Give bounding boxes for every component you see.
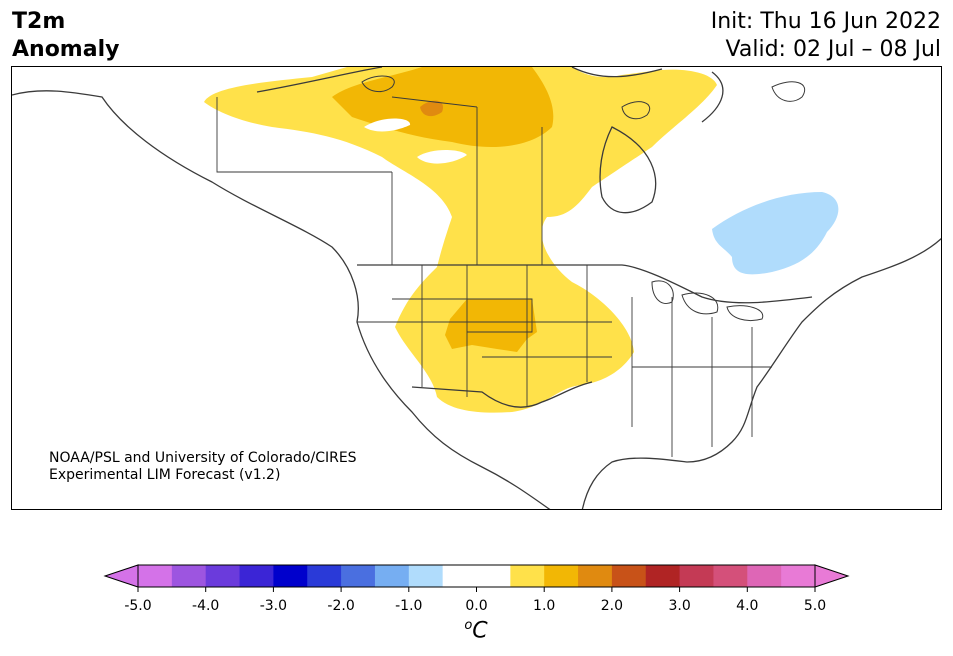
hudson-bay: [599, 126, 657, 214]
colorbar-bin: [374, 565, 410, 587]
colorbar-ticks: [137, 587, 816, 592]
arctic-coast: [256, 67, 724, 123]
colorbar-bin: [747, 565, 782, 587]
colorbar-extend-low: [103, 564, 139, 588]
colorbar-tick-label: -3.0: [259, 598, 288, 614]
anomaly-shading: [204, 67, 839, 413]
province-lines: [216, 96, 543, 265]
colorbar-bin: [205, 565, 241, 587]
colorbar-tick-label: 0.0: [465, 598, 488, 614]
colorbar-tick-label: 3.0: [668, 598, 691, 614]
colorbar-bin: [713, 565, 748, 587]
colorbar-bin: [645, 565, 681, 587]
colorbar-tick-label: -4.0: [192, 598, 220, 614]
colorbar-bin: [679, 565, 714, 587]
colorbar-bin: [408, 565, 444, 587]
warm-anomaly-core: [445, 299, 537, 352]
plot-title: T2m Anomaly: [12, 8, 119, 64]
colorbar-tick-label: 4.0: [736, 598, 759, 614]
colorbar-bin: [611, 565, 647, 587]
us-mexico-border: [411, 381, 593, 408]
colorbar-bin: [307, 565, 342, 587]
warm-anomaly-spot: [420, 100, 443, 117]
colorbar-tick-label: -5.0: [124, 598, 152, 614]
colorbar-bin: [138, 565, 173, 587]
colorbar-tick-label: 5.0: [803, 598, 827, 614]
colorbar-extend-high: [814, 564, 850, 588]
colorbar-tick-label: 2.0: [600, 598, 624, 614]
colorbar: [103, 564, 850, 592]
credit-line-2: Experimental LIM Forecast (v1.2): [49, 467, 281, 483]
valid-date: Valid: 02 Jul – 08 Jul: [725, 37, 941, 62]
colorbar-bin: [510, 565, 545, 587]
colorbar-bin: [781, 565, 816, 587]
colorbar-bin: [476, 565, 511, 587]
pacific-coast: [12, 90, 551, 509]
land-outlines: [12, 67, 941, 509]
credit-text: NOAA/PSL and University of Colorado/CIRE…: [49, 450, 357, 484]
colorbar-bin: [341, 565, 376, 587]
northern-lakes: [364, 118, 467, 164]
colorbar-bin: [239, 565, 274, 587]
anomaly-label: Anomaly: [12, 37, 120, 62]
warm-anomaly-region: [204, 67, 717, 413]
colorbar-bin: [273, 565, 308, 587]
variable-label: T2m: [12, 9, 66, 34]
unit-letter: C: [472, 618, 488, 644]
map-svg: [12, 67, 941, 509]
colorbar-bin: [578, 565, 613, 587]
colorbar-bin: [442, 565, 477, 587]
colorbar-tick-label: -1.0: [395, 598, 423, 614]
date-info: Init: Thu 16 Jun 2022 Valid: 02 Jul – 08…: [711, 8, 941, 64]
init-date: Init: Thu 16 Jun 2022: [710, 9, 941, 34]
cool-anomaly-region: [712, 192, 839, 275]
colorbar-bins: [138, 565, 816, 587]
colorbar-tick-label: -2.0: [327, 598, 355, 614]
colorbar-bin: [544, 565, 579, 587]
degree-sup: o: [464, 618, 473, 633]
anomaly-map: [11, 66, 942, 510]
colorbar-bin: [171, 565, 207, 587]
island-outlines: [361, 75, 805, 120]
colorbar-tick-label: 1.0: [533, 598, 556, 614]
atlantic-coast: [581, 237, 941, 509]
great-lakes: [651, 280, 764, 321]
credit-line-1: NOAA/PSL and University of Colorado/CIRE…: [49, 450, 357, 466]
us-canada-border: [357, 264, 813, 304]
state-lines: [357, 265, 772, 457]
colorbar-unit: oC: [464, 618, 487, 643]
